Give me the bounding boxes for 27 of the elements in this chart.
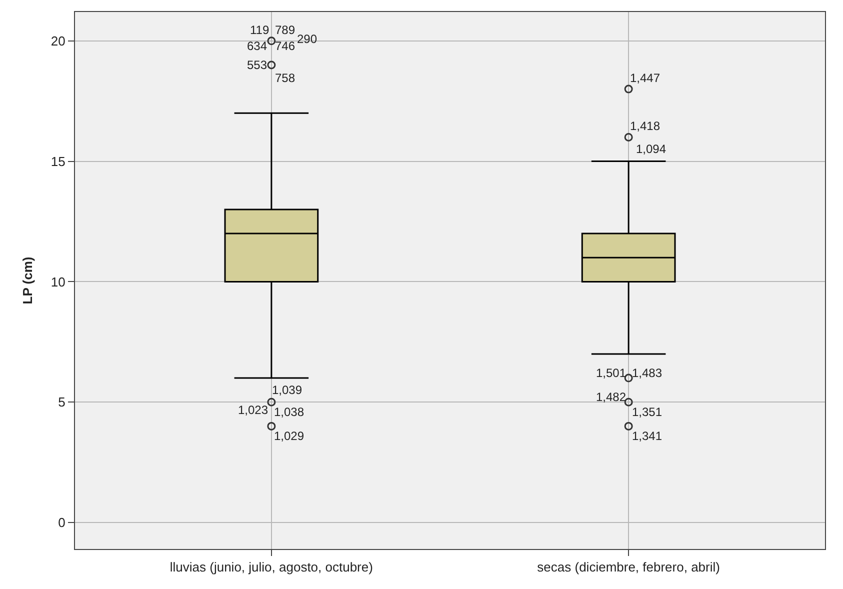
annotation: 746 bbox=[275, 39, 296, 53]
y-tick-label: 10 bbox=[50, 274, 66, 290]
annotation: 634 bbox=[247, 39, 268, 53]
annotation: 290 bbox=[297, 32, 318, 46]
annotation: 789 bbox=[275, 23, 296, 37]
x-tick-label: secas (diciembre, febrero, abril) bbox=[537, 560, 720, 575]
annotation: 1,483 bbox=[632, 366, 662, 380]
annotation: 553 bbox=[247, 58, 268, 72]
annotation: 1,094 bbox=[636, 142, 666, 156]
annotation: 1,039 bbox=[272, 383, 302, 397]
annotation: 1,038 bbox=[274, 405, 304, 419]
y-tick-label: 5 bbox=[58, 394, 66, 410]
y-axis-title: LP (cm) bbox=[20, 256, 35, 304]
annotation: 1,341 bbox=[632, 429, 662, 443]
annotation: 758 bbox=[275, 71, 296, 85]
annotation: 1,418 bbox=[630, 119, 660, 133]
y-tick-label: 0 bbox=[58, 515, 66, 530]
x-tick-label: lluvias (junio, julio, agosto, octubre) bbox=[170, 560, 373, 575]
annotation: 1,023 bbox=[238, 403, 268, 417]
annotation: 1,029 bbox=[274, 429, 304, 443]
annotation: 1,501 bbox=[596, 366, 626, 380]
annotation: 1,447 bbox=[630, 71, 660, 85]
annotation: 1,482 bbox=[596, 390, 626, 404]
annotation: 1,351 bbox=[632, 405, 662, 419]
y-tick-label: 20 bbox=[50, 33, 66, 48]
y-tick-label: 15 bbox=[50, 154, 66, 169]
annotation: 119 bbox=[250, 23, 270, 37]
